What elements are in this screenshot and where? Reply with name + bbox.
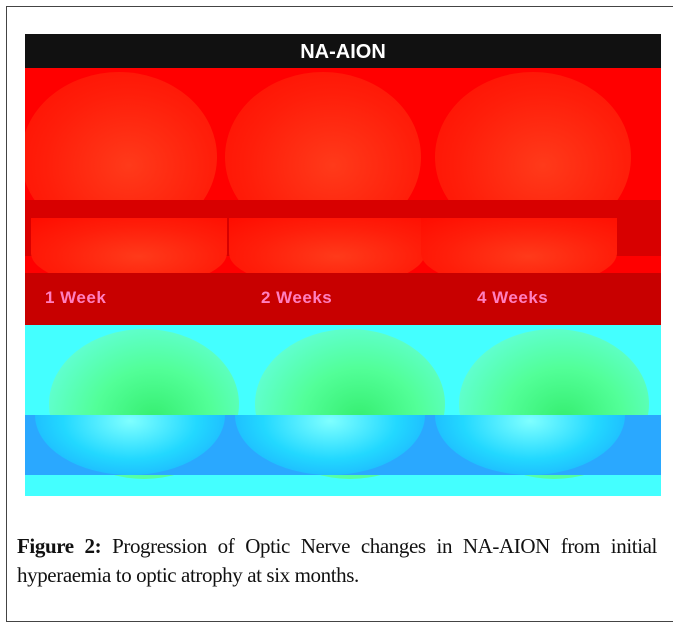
figure-frame <box>6 6 673 622</box>
timepoint-label-3: 4 Weeks <box>477 288 549 307</box>
timepoint-label-2: 2 Weeks <box>261 288 333 307</box>
figure-title: NA-AION <box>25 34 661 68</box>
fundus-figure: NA-AION 1 Week 2 Weeks 4 Weeks <box>25 34 661 496</box>
caption-label: Figure 2: <box>17 534 102 558</box>
hyperaemia-row: 1 Week 2 Weeks 4 Weeks <box>25 68 661 325</box>
atrophy-row <box>25 325 661 496</box>
caption-text: Progression of Optic Nerve changes in NA… <box>17 534 657 587</box>
figure-caption: Figure 2: Progression of Optic Nerve cha… <box>17 532 657 590</box>
label-strip <box>25 273 661 325</box>
timepoint-label-1: 1 Week <box>45 288 107 307</box>
